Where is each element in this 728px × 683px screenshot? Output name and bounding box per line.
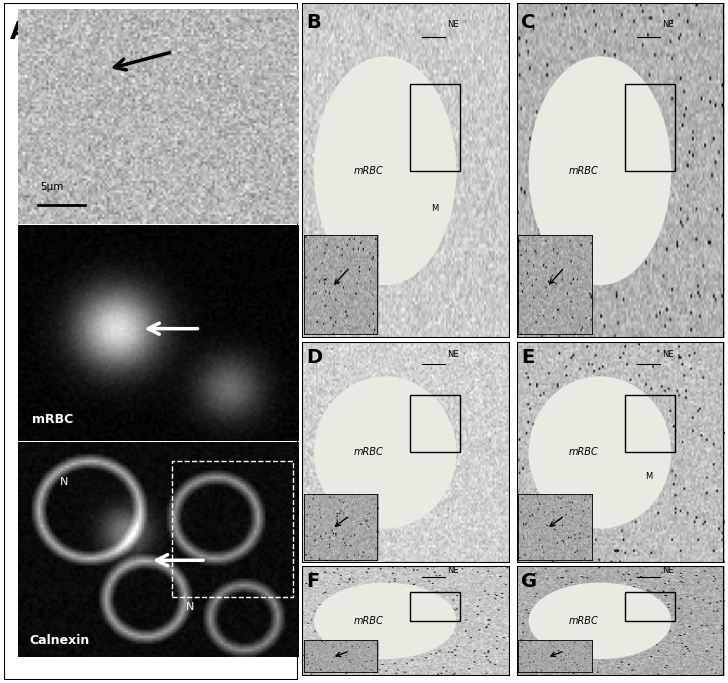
Circle shape bbox=[529, 583, 670, 658]
Text: F: F bbox=[306, 572, 320, 591]
Text: D: D bbox=[306, 348, 323, 367]
Text: 5μm: 5μm bbox=[41, 182, 64, 192]
Text: B: B bbox=[306, 14, 321, 33]
Circle shape bbox=[314, 377, 456, 528]
Bar bbox=[625, 84, 675, 171]
Bar bbox=[410, 592, 460, 621]
Text: C: C bbox=[521, 14, 535, 33]
Text: NE: NE bbox=[447, 20, 459, 29]
Text: mRBC: mRBC bbox=[569, 166, 598, 176]
Bar bbox=[410, 84, 460, 171]
Text: G: G bbox=[521, 572, 537, 591]
Bar bbox=[173, 461, 293, 597]
Text: NE: NE bbox=[662, 566, 673, 575]
Circle shape bbox=[314, 583, 456, 658]
Bar bbox=[410, 395, 460, 453]
Text: A: A bbox=[9, 20, 29, 44]
Circle shape bbox=[529, 377, 670, 528]
Text: N: N bbox=[186, 602, 195, 612]
Text: NE: NE bbox=[662, 20, 673, 29]
Text: Calnexin: Calnexin bbox=[29, 634, 90, 647]
Text: N: N bbox=[60, 477, 68, 487]
Text: NE: NE bbox=[447, 350, 459, 359]
Text: NE: NE bbox=[447, 566, 459, 575]
Circle shape bbox=[314, 57, 456, 285]
Text: mRBC: mRBC bbox=[32, 413, 74, 426]
Text: M: M bbox=[646, 472, 653, 481]
Text: NE: NE bbox=[662, 350, 673, 359]
Text: ER: ER bbox=[537, 658, 549, 667]
Text: mRBC: mRBC bbox=[569, 616, 598, 626]
Text: E: E bbox=[521, 348, 534, 367]
Text: M: M bbox=[431, 204, 438, 213]
Bar bbox=[625, 395, 675, 453]
Text: mRBC: mRBC bbox=[354, 447, 384, 458]
Bar bbox=[625, 592, 675, 621]
Text: mRBC: mRBC bbox=[569, 447, 598, 458]
Circle shape bbox=[529, 57, 670, 285]
Text: mRBC: mRBC bbox=[354, 166, 384, 176]
Text: mRBC: mRBC bbox=[354, 616, 384, 626]
